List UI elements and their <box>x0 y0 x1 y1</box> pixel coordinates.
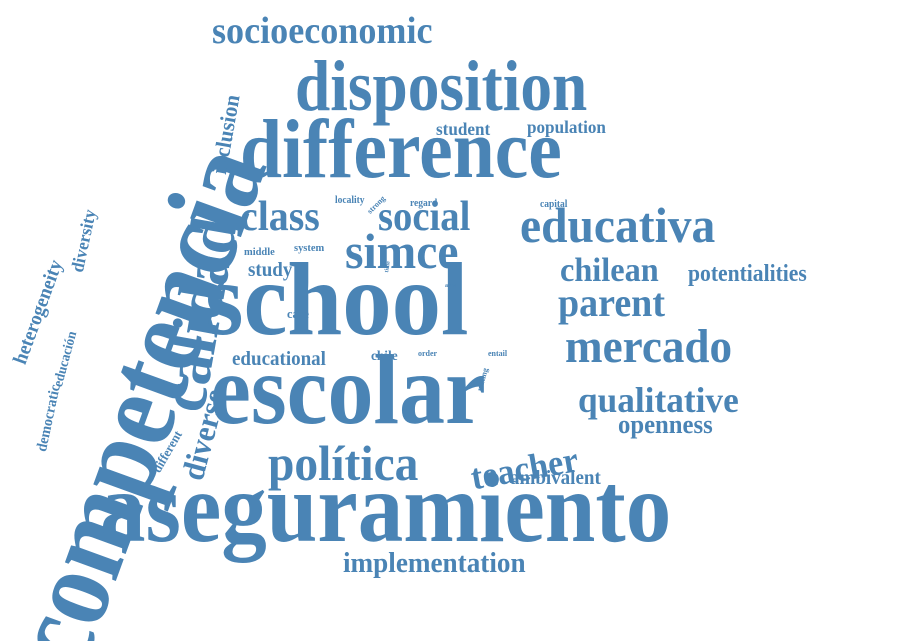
word-capital: capital <box>540 199 568 210</box>
word-chilean: chilean <box>560 252 659 289</box>
word-simce: simce <box>345 223 459 279</box>
word-implementation: implementation <box>343 548 526 579</box>
word-socioeconomic: socioeconomic <box>212 10 433 52</box>
word-parent: parent <box>558 280 665 325</box>
word-population: population <box>527 117 606 137</box>
word-regard: regard <box>410 198 438 209</box>
word-disposition: disposition <box>295 46 588 126</box>
word-educativa: educativa <box>520 197 716 253</box>
word-ambivalent: ambivalent <box>510 467 601 489</box>
word-politica: política <box>268 435 419 491</box>
word-locality: locality <box>335 195 365 206</box>
word-middle: middle <box>244 246 275 258</box>
word-diversity: diversity <box>67 207 100 274</box>
word-entail: entail <box>488 349 508 358</box>
word-study: study <box>248 259 293 281</box>
word-difference: difference <box>240 103 562 196</box>
word-potentialities: potentialities <box>688 261 807 287</box>
word-case: case <box>287 306 309 321</box>
word-heterogeneity: heterogeneity <box>9 256 68 368</box>
word-social: social <box>378 194 471 240</box>
word-system: system <box>294 242 325 254</box>
word-educational: educational <box>232 348 326 370</box>
word-student: student <box>436 119 491 139</box>
word-mercado: mercado <box>565 320 733 373</box>
word-openness: openness <box>618 410 713 439</box>
word-chile: chile <box>371 349 398 364</box>
word-school: school <box>205 242 469 357</box>
word-order: order <box>418 349 438 358</box>
word-area: area <box>445 283 457 289</box>
word-aseguramiento: aseguramiento <box>100 452 672 563</box>
word-qualitative: qualitative <box>578 380 739 420</box>
word-class: class <box>240 194 320 240</box>
word-escolar: escolar <box>210 334 486 445</box>
